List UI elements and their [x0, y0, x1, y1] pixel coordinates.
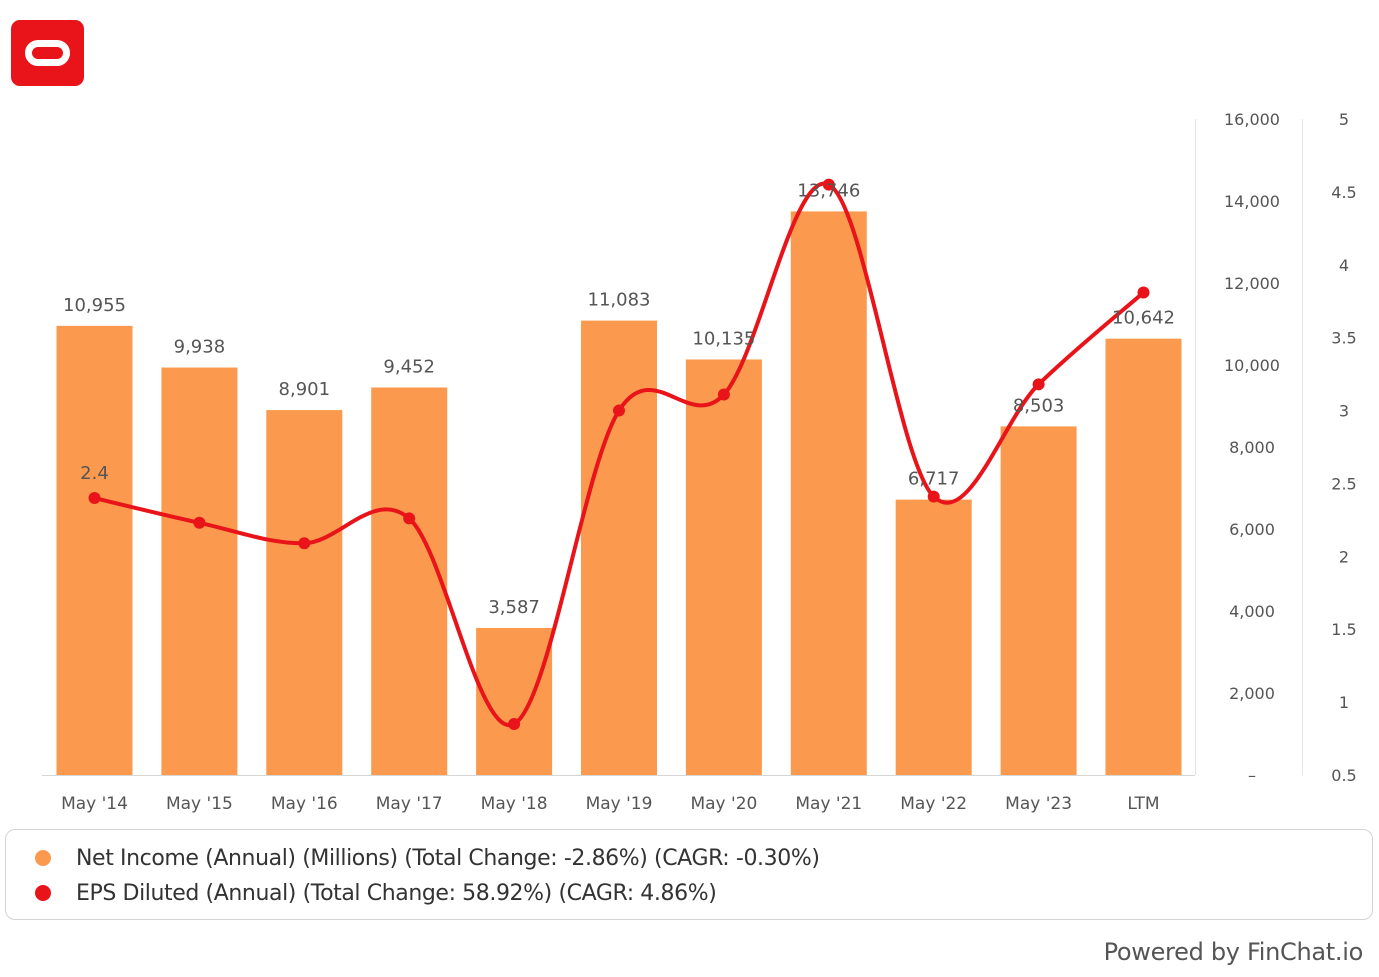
right-y-tick-label-5: 3 — [1339, 402, 1349, 421]
eps-line — [92, 181, 1146, 728]
right-y-tick-label-8: 4.5 — [1331, 183, 1356, 202]
left-y-tick-label-2: 4,000 — [1229, 602, 1275, 621]
bar-value-label-10: 10,642 — [1112, 308, 1175, 329]
eps-value-label-0: 2.4 — [80, 463, 109, 484]
chart: 10,9559,9388,9019,4523,58711,08310,13513… — [42, 110, 1357, 814]
bar-value-label-3: 9,452 — [383, 356, 435, 377]
powered-by-footer[interactable]: Powered by FinChat.io — [1103, 938, 1364, 966]
eps-point-6 — [717, 388, 730, 401]
right-y-tick-label-6: 3.5 — [1331, 329, 1356, 348]
legend-label-net-income: Net Income (Annual) (Millions) (Total Ch… — [76, 845, 820, 871]
eps-point-9 — [1032, 378, 1045, 391]
right-y-tick-label-9: 5 — [1339, 110, 1349, 129]
bar-3 — [371, 387, 448, 775]
bar-6 — [685, 359, 762, 775]
right-y-tick-label-7: 4 — [1339, 256, 1349, 275]
legend-label-eps-diluted: EPS Diluted (Annual) (Total Change: 58.9… — [76, 880, 717, 906]
legend-dot-eps-diluted — [35, 885, 51, 901]
left-y-tick-label-8: 16,000 — [1224, 110, 1280, 129]
x-tick-label-9: May '23 — [1005, 794, 1072, 814]
bar-value-label-8: 6,717 — [908, 469, 960, 490]
bar-2 — [266, 410, 343, 775]
legend-dot-net-income — [35, 850, 51, 866]
bar-7 — [790, 211, 867, 775]
right-y-tick-label-0: 0.5 — [1331, 766, 1356, 785]
bar-value-label-2: 8,901 — [279, 379, 331, 400]
legend: Net Income (Annual) (Millions) (Total Ch… — [5, 829, 1373, 920]
x-tick-label-3: May '17 — [376, 794, 443, 814]
right-y-tick-label-1: 1 — [1339, 693, 1349, 712]
x-tick-label-6: May '20 — [690, 794, 757, 814]
right-y-tick-label-4: 2.5 — [1331, 474, 1356, 493]
bar-8 — [895, 499, 972, 775]
x-tick-label-4: May '18 — [481, 794, 548, 814]
eps-point-5 — [613, 404, 625, 417]
right-y-tick-label-2: 1.5 — [1331, 620, 1356, 639]
x-tick-label-0: May '14 — [61, 794, 128, 814]
bar-5 — [581, 320, 657, 775]
left-y-tick-label-0: – — [1248, 766, 1256, 785]
left-y-tick-label-3: 6,000 — [1229, 520, 1275, 539]
eps-point-3 — [403, 512, 416, 525]
x-tick-label-8: May '22 — [900, 794, 967, 814]
left-y-tick-label-5: 10,000 — [1224, 356, 1280, 375]
oracle-logo — [11, 20, 84, 86]
x-tick-label-2: May '16 — [271, 794, 338, 814]
x-tick-label-5: May '19 — [586, 794, 653, 814]
left-y-tick-label-6: 12,000 — [1224, 274, 1280, 293]
eps-point-0 — [88, 492, 101, 505]
bar-0 — [56, 325, 133, 775]
eps-point-7 — [822, 178, 835, 191]
x-tick-label-10: LTM — [1127, 794, 1159, 814]
bar-value-label-4: 3,587 — [488, 597, 540, 618]
left-y-tick-label-7: 14,000 — [1224, 192, 1280, 211]
bar-value-label-9: 8,503 — [1013, 395, 1065, 416]
bar-value-label-5: 11,083 — [588, 290, 651, 311]
legend-item-net-income[interactable]: Net Income (Annual) (Millions) (Total Ch… — [35, 843, 820, 873]
bar-1 — [161, 367, 238, 775]
legend-item-eps-diluted[interactable]: EPS Diluted (Annual) (Total Change: 58.9… — [35, 878, 717, 908]
eps-point-10 — [1137, 286, 1150, 299]
eps-point-2 — [298, 537, 311, 550]
bar-9 — [1000, 426, 1077, 775]
left-y-tick-label-1: 2,000 — [1229, 684, 1275, 703]
bar-value-label-0: 10,955 — [63, 295, 126, 316]
left-y-tick-label-4: 8,000 — [1229, 438, 1275, 457]
eps-point-4 — [508, 717, 521, 730]
eps-point-8 — [927, 490, 940, 503]
bar-value-label-7: 13,746 — [797, 180, 860, 201]
right-y-tick-label-3: 2 — [1339, 547, 1349, 566]
oracle-ring-icon — [25, 40, 70, 66]
x-tick-label-1: May '15 — [166, 794, 233, 814]
eps-point-1 — [193, 516, 206, 529]
bar-value-label-6: 10,135 — [692, 328, 755, 349]
x-tick-label-7: May '21 — [795, 794, 862, 814]
bar-10 — [1105, 338, 1182, 775]
bar-value-label-1: 9,938 — [174, 337, 226, 358]
